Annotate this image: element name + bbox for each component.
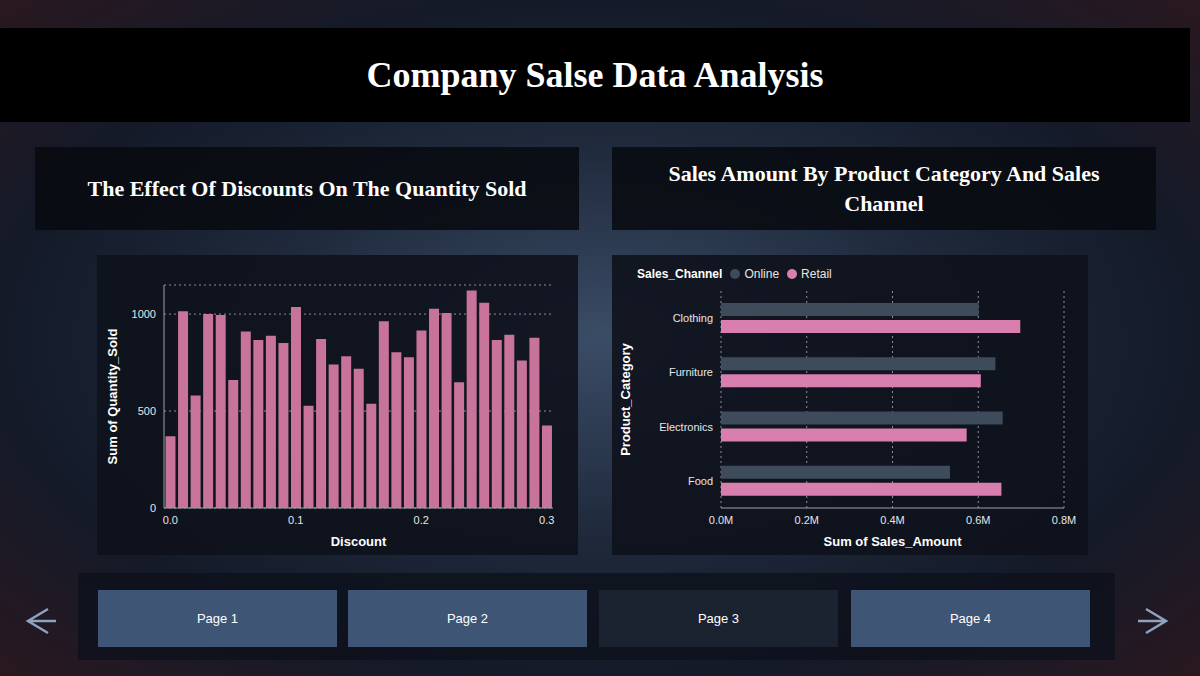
svg-text:0.8M: 0.8M (1052, 514, 1076, 526)
html-text:Page 4: Page 4 (949, 611, 992, 626)
svg-text:0.6M: 0.6M (966, 514, 990, 526)
html-text:Online: Online (744, 267, 780, 281)
svg-text:0: 0 (150, 502, 156, 514)
svg-text:0.0M: 0.0M (709, 514, 733, 526)
svg-text:Furniture: Furniture (669, 366, 713, 378)
svg-text:0.3: 0.3 (539, 514, 554, 526)
svg-text:Sum of Sales_Amount: Sum of Sales_Amount (824, 534, 963, 549)
svg-text:Electronics: Electronics (659, 421, 713, 433)
html-text:The Effect Of Discounts On The: The Effect Of Discounts On The Quantity … (87, 175, 527, 201)
svg-text:1000: 1000 (132, 308, 156, 320)
svg-text:0.2M: 0.2M (795, 514, 819, 526)
svg-text:0.0: 0.0 (163, 514, 178, 526)
svg-text:0.1: 0.1 (288, 514, 303, 526)
svg-text:Product_Category: Product_Category (618, 342, 633, 455)
svg-text:Discount: Discount (331, 534, 387, 549)
svg-text:Food: Food (688, 475, 713, 487)
svg-text:Sum of Quantity_Sold: Sum of Quantity_Sold (105, 329, 120, 465)
html-text:Page 3: Page 3 (697, 611, 740, 626)
svg-text:500: 500 (138, 405, 156, 417)
svg-text:0.2: 0.2 (414, 514, 429, 526)
html-text:Page 2: Page 2 (446, 611, 489, 626)
html-text:Sales_Channel: Sales_Channel (637, 267, 723, 281)
svg-text:0.4M: 0.4M (880, 514, 904, 526)
html-text:Company Salse Data Analysis: Company Salse Data Analysis (366, 55, 824, 95)
svg-text:Clothing: Clothing (673, 312, 713, 324)
html-text:Retail: Retail (801, 267, 832, 281)
html-text:Sales Amount By Product Catego: Sales Amount By Product Category And Sal… (668, 160, 1100, 216)
html-text:Page 1: Page 1 (196, 611, 239, 626)
